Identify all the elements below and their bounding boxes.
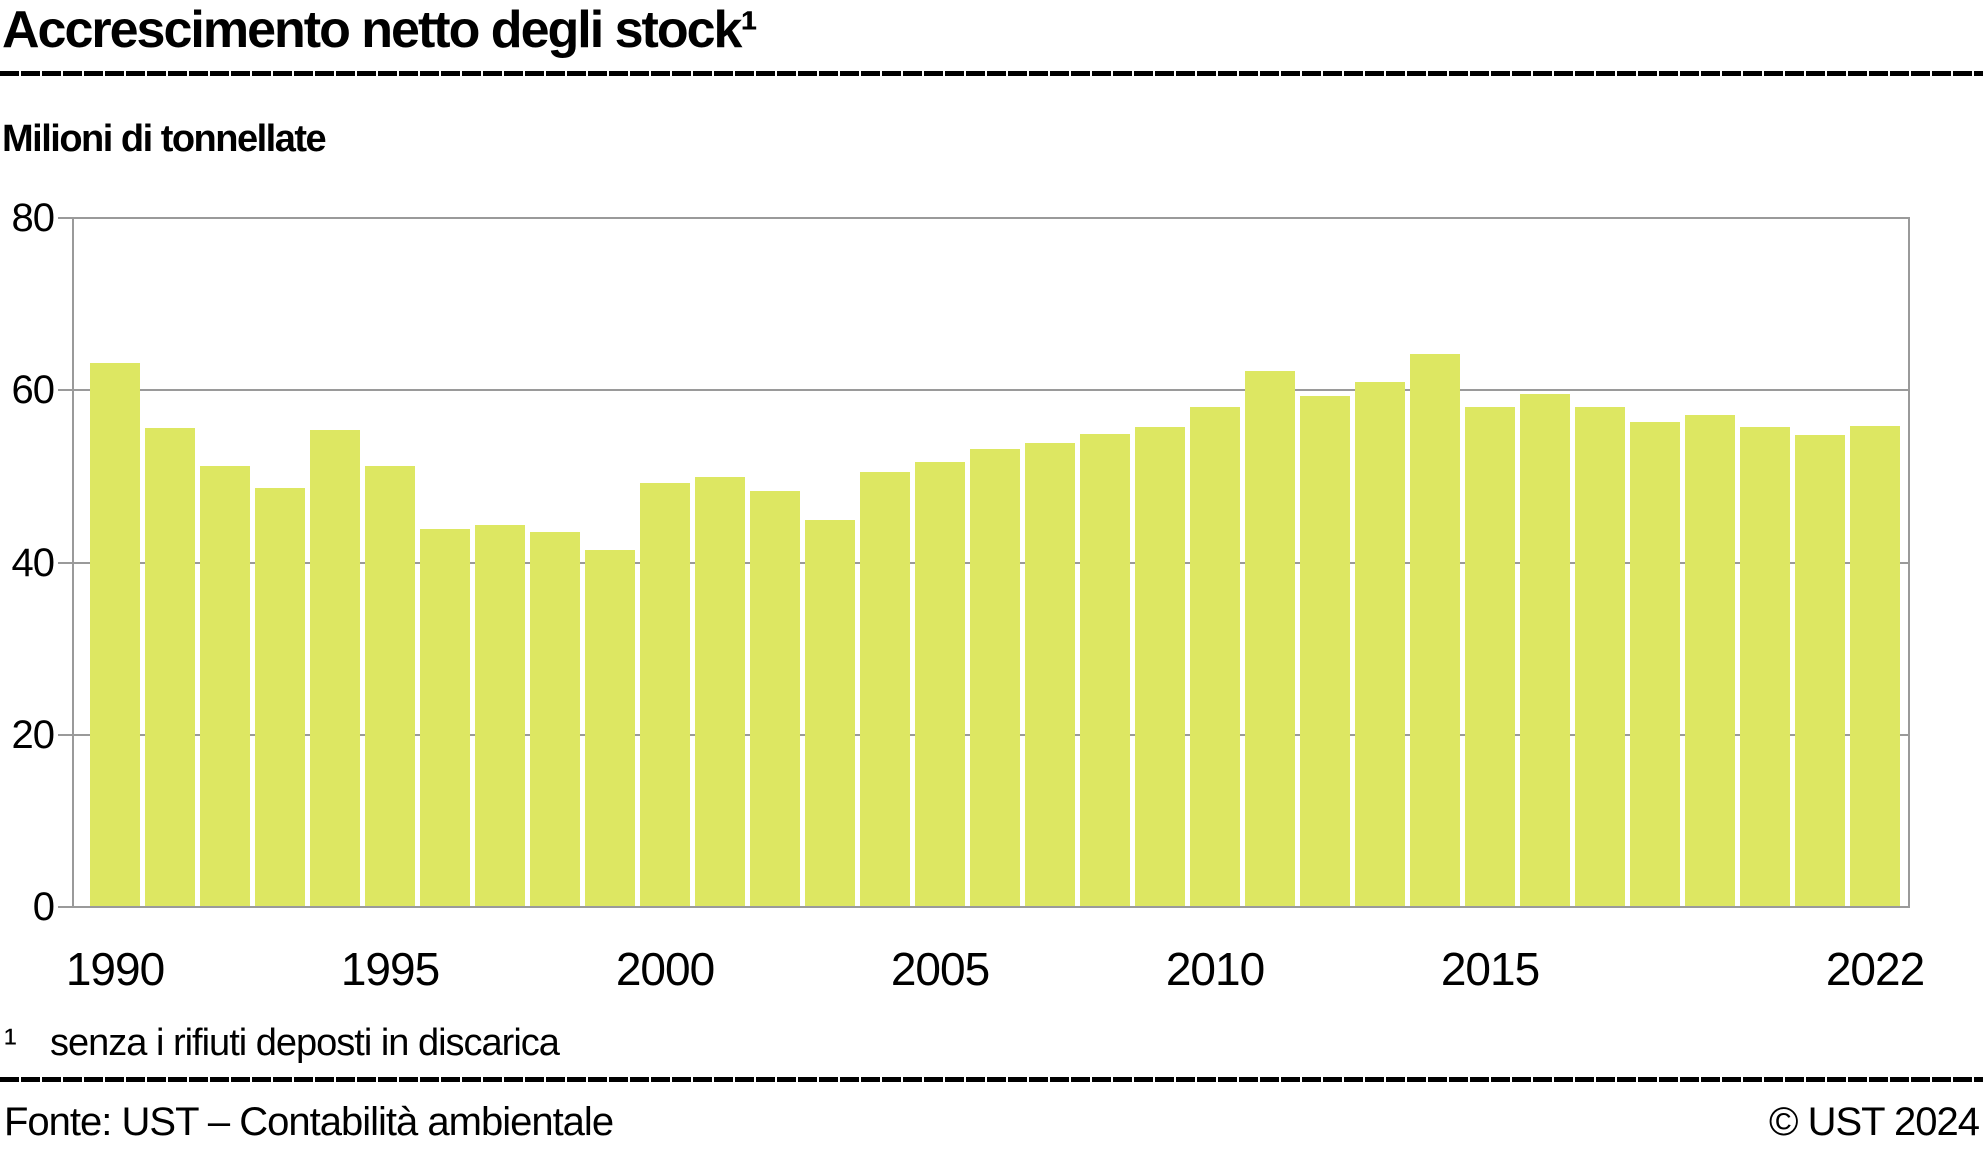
bar-1999 [585,549,635,908]
gridline-80 [74,217,1908,219]
footnote-marker: ¹ [4,1022,17,1064]
footnote-text: senza i rifiuti deposti in discarica [50,1022,560,1064]
y-axis-tick-0 [58,906,72,908]
y-axis-tick-40 [58,561,72,564]
bar-1992 [200,466,250,908]
bar-2022 [1850,425,1900,908]
bar-2004 [860,472,910,908]
bar-2019 [1685,414,1735,908]
y-axis-label-20: 20 [11,712,56,757]
page-title: Accrescimento netto degli stock¹ [2,1,758,59]
x-axis-labels: 1990 1995 2000 2005 2010 2015 2022 [66,908,1925,1008]
bar-2014 [1410,354,1460,908]
x-axis-label-2005: 2005 [890,943,990,995]
x-axis-label-1995: 1995 [340,943,440,995]
bar-1990 [90,362,140,908]
x-axis-label-2000: 2000 [615,943,715,995]
source-text: Fonte: UST – Contabilità ambientale [4,1100,614,1144]
y-axis-tick-80 [58,217,72,219]
bar-2007 [1025,442,1075,908]
bar-1994 [310,430,360,908]
bar-2002 [750,491,800,908]
bar-1996 [420,529,470,908]
bar-2006 [970,448,1020,908]
bar-1995 [365,466,415,908]
bar-2020 [1740,426,1790,908]
bar-2005 [915,461,965,908]
bar-2012 [1300,396,1350,908]
bar-2018 [1630,422,1680,908]
y-axis-label-60: 60 [11,368,56,413]
x-axis-label-1990: 1990 [65,943,165,995]
x-axis-label-2022: 2022 [1825,943,1925,995]
bar-2009 [1135,427,1185,908]
y-axis-tick-20 [58,733,72,736]
copyright-text: © UST 2024 [1769,1100,1980,1144]
title-separator [0,71,1983,76]
bar-2008 [1080,434,1130,908]
bar-2001 [695,477,745,908]
footer-separator [0,1077,1983,1082]
bar-2013 [1355,381,1405,908]
bar-2015 [1465,406,1515,908]
x-axis-label-2010: 2010 [1165,943,1265,995]
bar-1997 [475,524,525,908]
bar-1993 [255,487,305,908]
bar-1998 [530,531,580,908]
y-axis-label-0: 0 [32,885,55,929]
y-axis-label-80: 80 [11,196,56,240]
bar-2003 [805,519,855,908]
x-axis-line [74,906,1908,908]
y-axis-tick-60 [58,389,72,392]
y-axis-label-40: 40 [11,540,56,585]
plot-area: 0 20 40 60 80 [12,196,1910,929]
bar-2010 [1190,406,1240,908]
x-axis-label-2015: 2015 [1440,943,1540,995]
bar-2016 [1520,393,1570,908]
bar-2000 [640,483,690,908]
bar-1991 [145,428,195,908]
bar-2021 [1795,435,1845,908]
footnote: ¹ senza i rifiuti deposti in discarica [4,1022,560,1065]
footer: Fonte: UST – Contabilità ambientale © US… [0,1100,1983,1145]
y-axis-unit-label: Milioni di tonnellate [2,118,327,160]
bar-2011 [1245,371,1295,908]
gridline-60 [74,389,1908,392]
bar-2017 [1575,406,1625,908]
